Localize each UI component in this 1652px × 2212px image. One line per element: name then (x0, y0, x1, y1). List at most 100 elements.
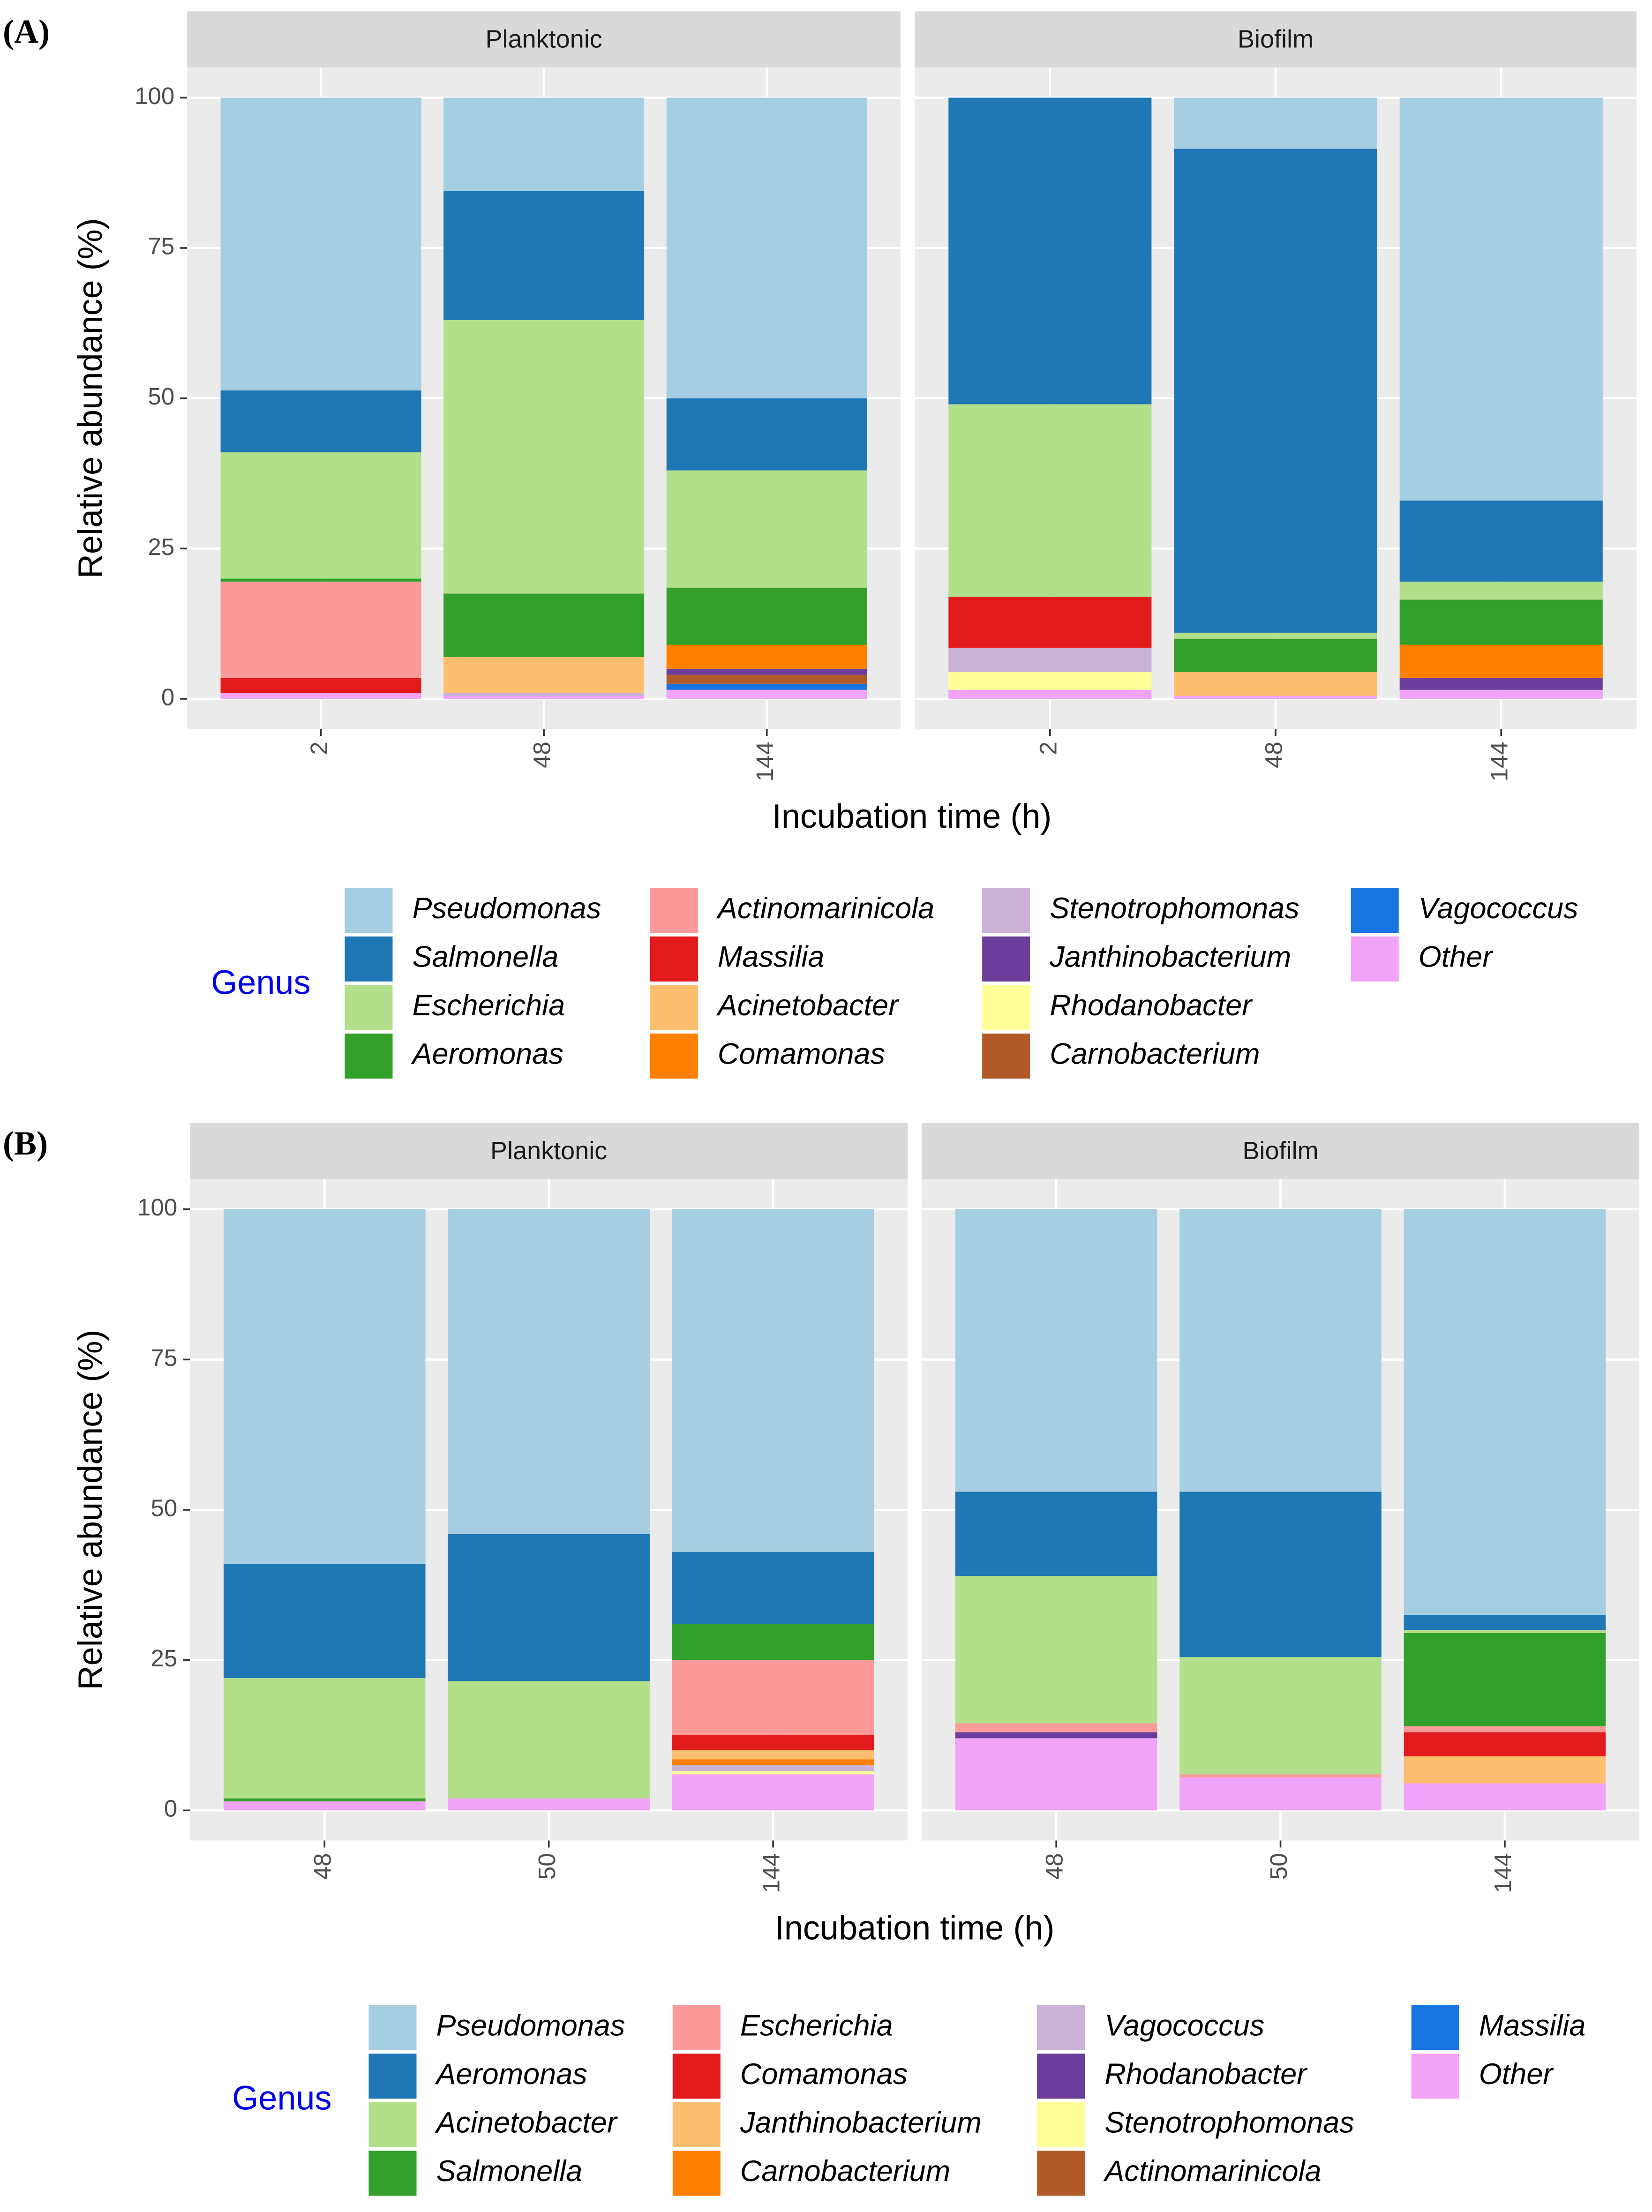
legend-label: Comamonas (740, 2058, 908, 2091)
legend-label: Vagococcus (1104, 2009, 1264, 2042)
legend-key (345, 936, 393, 982)
legend-title: Genus (232, 2080, 331, 2117)
legend-key (672, 2054, 721, 2099)
bar-segment (443, 696, 645, 699)
legend-key (368, 2151, 417, 2196)
x-tick-label: 48 (1261, 742, 1287, 768)
legend-label: Aeromonas (435, 2058, 587, 2091)
bar-segment (672, 1759, 874, 1766)
x-tick-label: 144 (758, 1853, 785, 1893)
bar-segment (1404, 1732, 1606, 1756)
bar-segment (1179, 1657, 1382, 1775)
bar-segment (1174, 149, 1377, 633)
strip-label: Planktonic (486, 25, 602, 53)
bar-segment (1399, 97, 1603, 501)
bar-segment (1399, 500, 1603, 582)
strip (915, 11, 1637, 68)
legend-key (1351, 936, 1399, 982)
strip (190, 1123, 908, 1179)
bar-segment (223, 1209, 426, 1564)
bar-segment (1399, 690, 1603, 699)
bar-segment (1399, 645, 1603, 678)
legend-key (982, 985, 1030, 1030)
y-axis-title: Relative abundance (%) (72, 218, 109, 578)
bar-segment (666, 645, 867, 669)
bar-segment (666, 470, 867, 588)
x-tick-label: 144 (751, 742, 778, 781)
bar-segment (1404, 1615, 1606, 1630)
bar-segment (1174, 672, 1377, 696)
y-tick-label: 75 (148, 232, 174, 259)
legend-label: Escherichia (740, 2009, 893, 2042)
bar-segment (220, 452, 421, 579)
y-tick-label: 0 (164, 1795, 177, 1822)
bar-segment (1179, 1774, 1382, 1777)
legend-label: Acinetobacter (716, 989, 900, 1022)
legend-label: Stenotrophomonas (1050, 892, 1299, 925)
bar-segment (666, 398, 867, 471)
legend-key (672, 2151, 721, 2196)
x-tick-label: 2 (306, 742, 332, 755)
x-tick-label: 48 (529, 742, 556, 768)
legend-label: Escherichia (412, 989, 565, 1022)
y-tick-label: 75 (150, 1344, 177, 1371)
bar-segment (666, 690, 867, 699)
bar-segment (666, 668, 867, 675)
bar-segment (220, 390, 421, 453)
bar-segment (1174, 632, 1377, 639)
bar-segment (1404, 1633, 1606, 1726)
legend-key (1037, 2005, 1085, 2050)
x-tick-label: 48 (309, 1853, 336, 1880)
panel-label: (B) (3, 1125, 48, 1162)
legend-key (368, 2102, 417, 2147)
legend-label: Carnobacterium (1050, 1038, 1260, 1071)
bar-segment (1174, 696, 1377, 699)
bar-segment (955, 1492, 1157, 1576)
bar-segment (1404, 1783, 1606, 1811)
legend-key (650, 985, 698, 1030)
bar-segment (443, 97, 645, 191)
bar-segment (220, 581, 421, 678)
bar-segment (666, 587, 867, 645)
bar-segment (220, 578, 421, 582)
legend-label: Massilia (1479, 2009, 1586, 2042)
bar-segment (1404, 1756, 1606, 1784)
legend-title: Genus (211, 964, 310, 1001)
legend-label: Actinomarinicola (1103, 2155, 1321, 2188)
legend-key (345, 1033, 393, 1079)
legend-label: Carnobacterium (740, 2155, 950, 2188)
legend-key (672, 2005, 721, 2050)
bar-segment (672, 1735, 874, 1751)
legend-key (672, 2102, 721, 2147)
y-tick-label: 50 (148, 383, 174, 410)
bar-segment (223, 1678, 426, 1799)
y-tick-label: 100 (135, 82, 174, 109)
bar-segment (666, 97, 867, 398)
legend-label: Pseudomonas (436, 2009, 625, 2042)
x-tick-label: 50 (533, 1853, 560, 1880)
bar-segment (1179, 1492, 1382, 1657)
bar-segment (955, 1209, 1157, 1492)
x-tick-label: 50 (1265, 1853, 1292, 1880)
bar-segment (1404, 1630, 1606, 1633)
y-tick-label: 50 (150, 1494, 177, 1521)
x-tick-label: 48 (1041, 1853, 1068, 1880)
bar-segment (443, 593, 645, 657)
legend-label: Rhodanobacter (1050, 989, 1253, 1022)
bar-segment (223, 1564, 426, 1679)
bar-segment (948, 97, 1152, 405)
y-tick-label: 25 (148, 533, 174, 560)
bar-segment (220, 678, 421, 693)
legend-label: Pseudomonas (412, 892, 601, 925)
y-axis-title: Relative abundance (%) (72, 1330, 109, 1690)
bar-segment (1404, 1726, 1606, 1732)
bar-segment (223, 1798, 426, 1802)
bar-segment (448, 1209, 650, 1534)
legend-key (1351, 888, 1399, 933)
legend-key (982, 936, 1030, 982)
bar-segment (672, 1660, 874, 1735)
bar-segment (948, 690, 1152, 699)
legend-key (650, 1033, 698, 1079)
bar-segment (1404, 1209, 1606, 1615)
